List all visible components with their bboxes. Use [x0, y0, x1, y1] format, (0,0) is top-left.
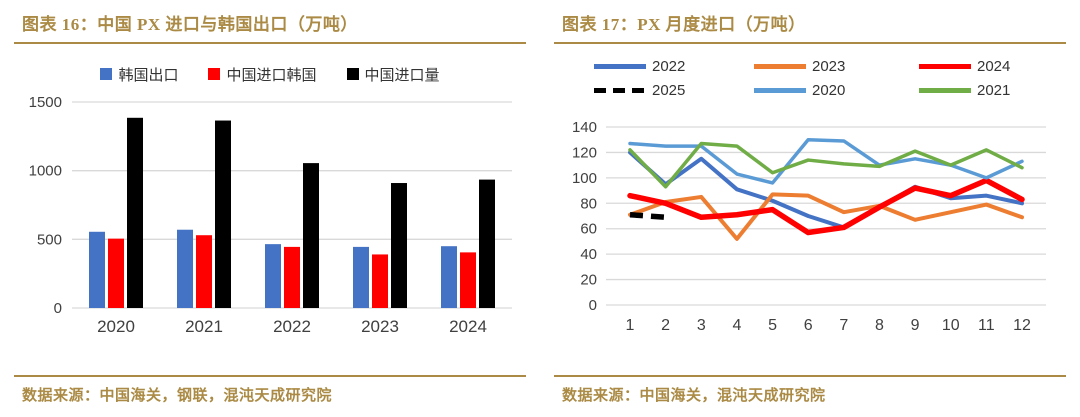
bar-中国进口韩国-2022 — [284, 246, 300, 308]
x-tick-8: 8 — [875, 317, 884, 334]
legend-swatch-韩国出口 — [100, 68, 113, 80]
y-tick-40: 40 — [580, 246, 597, 263]
x-tick-10: 10 — [942, 317, 960, 334]
bar-中国进口韩国-2020 — [108, 238, 124, 308]
x-tick-4: 4 — [732, 317, 741, 334]
legend-swatch-中国进口量 — [346, 68, 359, 80]
bar-韩国出口-2023 — [353, 246, 369, 308]
chart17-source-text: 数据来源：中国海关，混沌天成研究院 — [562, 388, 826, 404]
bar-中国进口韩国-2023 — [372, 254, 388, 308]
legend-item-2020: 2020 — [754, 82, 919, 99]
bar-中国进口量-2023 — [391, 183, 407, 308]
chart17-source: 数据来源：中国海关，混沌天成研究院 — [554, 375, 1066, 417]
chart16-legend: 韩国出口 中国进口韩国 中国进口量 — [14, 62, 526, 86]
x-tick-3: 3 — [697, 317, 706, 334]
legend-swatch-2023 — [754, 64, 806, 69]
x-tick-11: 11 — [978, 317, 995, 334]
legend-item-2022: 2022 — [594, 58, 754, 75]
chart16-title: 图表 16：中国 PX 进口与韩国出口（万吨） — [14, 6, 526, 44]
y-tick-100: 100 — [572, 170, 597, 187]
legend-item-中国进口韩国: 中国进口韩国 — [208, 64, 317, 85]
legend-swatch-2021 — [919, 88, 971, 93]
y-tick-120: 120 — [572, 144, 597, 161]
x-tick-2021: 2021 — [185, 317, 223, 336]
legend-item-中国进口量: 中国进口量 — [346, 64, 440, 85]
legend-swatch-2025 — [594, 88, 646, 93]
bar-韩国出口-2024 — [441, 246, 457, 308]
legend-label-2021: 2021 — [977, 82, 1011, 99]
y-tick-1500: 1500 — [29, 94, 62, 111]
line-2023 — [628, 192, 1024, 241]
panel-chart16: 图表 16：中国 PX 进口与韩国出口（万吨） 韩国出口 中国进口韩国 中国进口量 … — [14, 6, 526, 417]
legend-label-2025: 2025 — [652, 82, 686, 99]
bar-中国进口量-2024 — [479, 179, 495, 308]
chart17-title: 图表 17：PX 月度进口（万吨） — [554, 6, 1066, 44]
chart16-bar-chart: 0 500 1000 1500 2020 2021 2022 2023 2024 — [29, 94, 512, 336]
y-tick-20: 20 — [580, 272, 597, 289]
legend-item-韩国出口: 韩国出口 — [100, 64, 178, 85]
y-tick-140: 140 — [572, 119, 597, 136]
legend-item-2024: 2024 — [919, 58, 1069, 75]
x-tick-2022: 2022 — [273, 317, 311, 336]
bar-韩国出口-2020 — [89, 231, 105, 308]
y-tick-0: 0 — [589, 297, 597, 314]
legend-item-2025: 2025 — [594, 82, 754, 99]
y-tick-1000: 1000 — [29, 163, 62, 180]
y-tick-60: 60 — [580, 221, 597, 238]
bar-中国进口韩国-2024 — [460, 252, 476, 308]
panel-chart17: 图表 17：PX 月度进口（万吨） 2022 2023 2024 2025 2020 20… — [540, 0, 1080, 417]
legend-label-韩国出口: 韩国出口 — [118, 66, 179, 84]
y-tick-0: 0 — [54, 300, 62, 317]
line-2022 — [628, 150, 1024, 230]
legend-item-2021: 2021 — [919, 82, 1069, 99]
x-tick-5: 5 — [768, 317, 777, 334]
bar-中国进口量-2022 — [303, 163, 319, 308]
chart16-source-text: 数据来源：中国海关，钢联，混沌天成研究院 — [22, 388, 333, 404]
chart17-title-text: 图表 17：PX 月度进口（万吨） — [562, 15, 806, 34]
x-tick-6: 6 — [804, 317, 813, 334]
y-tick-500: 500 — [37, 231, 62, 248]
legend-swatch-2022 — [594, 64, 646, 69]
x-tick-2023: 2023 — [361, 317, 399, 336]
legend-label-中国进口韩国: 中国进口韩国 — [226, 66, 317, 84]
x-tick-2020: 2020 — [97, 317, 135, 336]
line-2021 — [628, 141, 1024, 189]
legend-label-2024: 2024 — [977, 58, 1011, 75]
chart16-title-text: 图表 16：中国 PX 进口与韩国出口（万吨） — [22, 15, 358, 34]
bar-中国进口量-2021 — [215, 120, 231, 308]
legend-item-2023: 2023 — [754, 58, 919, 75]
chart17-legend: 2022 2023 2024 2025 2020 2021 — [594, 58, 1066, 99]
x-tick-12: 12 — [1013, 317, 1031, 334]
line-2020 — [628, 137, 1024, 185]
chart16-source: 数据来源：中国海关，钢联，混沌天成研究院 — [14, 375, 526, 417]
bar-中国进口量-2020 — [127, 117, 143, 308]
x-tick-7: 7 — [839, 317, 848, 334]
line-2024 — [627, 177, 1025, 236]
x-tick-1: 1 — [626, 317, 635, 334]
bar-韩国出口-2021 — [177, 229, 193, 308]
legend-label-2022: 2022 — [652, 58, 686, 75]
y-tick-80: 80 — [580, 195, 597, 212]
legend-label-2020: 2020 — [812, 82, 846, 99]
legend-swatch-2024 — [919, 64, 971, 69]
x-tick-2: 2 — [661, 317, 670, 334]
x-tick-9: 9 — [911, 317, 920, 334]
legend-label-2023: 2023 — [812, 58, 846, 75]
line-2025 — [629, 211, 666, 221]
bar-韩国出口-2022 — [265, 244, 281, 308]
x-tick-2024: 2024 — [449, 317, 487, 336]
legend-label-中国进口量: 中国进口量 — [364, 66, 440, 84]
bar-中国进口韩国-2021 — [196, 235, 212, 308]
legend-swatch-中国进口韩国 — [208, 68, 221, 80]
legend-swatch-2020 — [754, 88, 806, 93]
